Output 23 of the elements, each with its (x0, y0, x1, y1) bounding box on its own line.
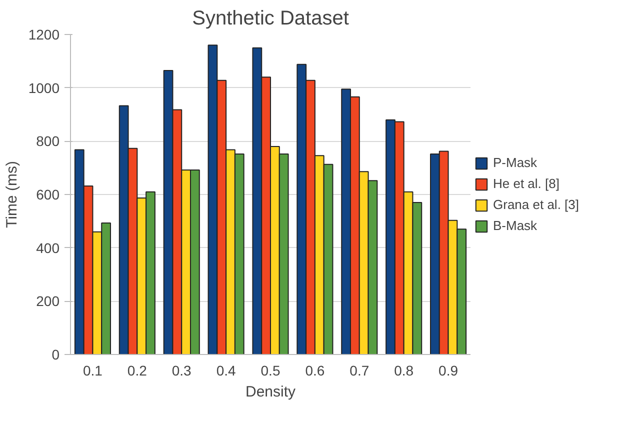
y-tick-label: 0 (52, 346, 60, 362)
y-tick-label: 800 (36, 133, 60, 150)
x-tick-label: 0.2 (127, 362, 148, 378)
x-tick-label: 0.3 (172, 362, 192, 378)
chart-title: Synthetic Dataset (192, 8, 350, 30)
x-tick-label: 0.5 (260, 362, 280, 378)
y-tick-label: 600 (36, 186, 60, 202)
legend-label: P-Mask (493, 155, 538, 170)
y-tick-label: 1200 (28, 26, 60, 42)
x-tick-label: 0.1 (82, 362, 103, 378)
y-tick-label: 400 (36, 240, 60, 256)
x-tick-label: 0.7 (350, 362, 370, 378)
x-axis-title: Density (245, 384, 296, 400)
x-tick-label: 0.9 (438, 362, 458, 378)
legend-label: Grana et al. [3] (493, 197, 579, 212)
y-axis-title: Time (ms) (3, 161, 20, 228)
legend-label: He et al. [8] (493, 176, 560, 191)
x-tick-label: 0.8 (394, 362, 414, 378)
y-tick-label: 1000 (28, 80, 60, 96)
x-tick-label: 0.6 (305, 362, 325, 378)
y-tick-label: 200 (36, 293, 60, 310)
legend-label: B-Mask (493, 218, 538, 233)
x-tick-label: 0.4 (216, 362, 236, 378)
